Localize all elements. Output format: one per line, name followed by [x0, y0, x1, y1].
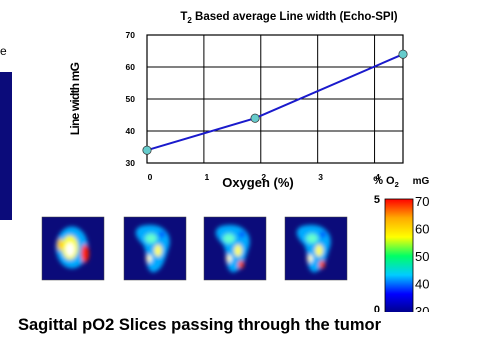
- left-partial-image-panel: [0, 72, 12, 220]
- x-tick-label-1: 1: [205, 172, 210, 182]
- left-fragment-text: e: [0, 44, 7, 58]
- x-tick-label-4: 4: [375, 172, 380, 182]
- slice-heat-map: [296, 224, 331, 273]
- figure-caption: Sagittal pO2 Slices passing through the …: [18, 316, 382, 334]
- x-tick-label-2: 2: [261, 172, 266, 182]
- colorbar-gradient: [384, 198, 414, 312]
- y-tick-label-50: 50: [126, 94, 136, 104]
- data-point-0-2: [398, 49, 408, 59]
- colorbar-tick-30: 30: [415, 304, 429, 312]
- chart-title-subscript: 2: [187, 16, 192, 25]
- series-line-0: [146, 53, 404, 152]
- colorbar-tick-70: 70: [415, 194, 429, 209]
- colorbar-left-min: 0: [374, 304, 380, 312]
- slice-image-2: [123, 216, 187, 281]
- slice-image-4: [284, 216, 348, 281]
- slice-heat-map: [215, 224, 250, 273]
- y-tick-label-70: 70: [126, 30, 136, 40]
- slice-image-3: [203, 216, 267, 281]
- colorbar-left-max: 5: [374, 194, 380, 206]
- colorbar-tick-50: 50: [415, 249, 429, 264]
- colorbar-tick-60: 60: [415, 222, 429, 237]
- slice-heat-map: [135, 224, 170, 273]
- slice-heat-map: [56, 226, 89, 269]
- plot-area: 30 40 50 60 70 0 1 2 3 4 Oxygen (%) Line width mG: [68, 30, 408, 190]
- colorbar-tick-40: 40: [415, 277, 429, 292]
- slice-image-1: [41, 216, 105, 281]
- x-tick-label-3: 3: [318, 172, 323, 182]
- slice-images: [41, 216, 348, 281]
- plot-frame: [146, 34, 404, 164]
- y-axis-label: Line width mG: [68, 62, 82, 135]
- chart-title-prefix: T: [180, 11, 187, 23]
- x-axis-label: Oxygen (%): [222, 175, 294, 190]
- chart: T2 Based average Line width (Echo-SPI) 3…: [41, 11, 430, 312]
- y-tick-label-40: 40: [126, 126, 136, 136]
- colorbar-left-label: % O2: [373, 175, 399, 189]
- y-tick-label-60: 60: [126, 62, 136, 72]
- data-point-0-0: [142, 145, 152, 155]
- chart-title-rest: Based average Line width (Echo-SPI): [192, 11, 398, 23]
- x-tick-label-0: 0: [148, 172, 153, 182]
- y-tick-label-30: 30: [126, 158, 136, 168]
- chart-title: T2 Based average Line width (Echo-SPI): [180, 11, 397, 25]
- colorbar-right-label: mG: [413, 176, 430, 187]
- data-point-0-1: [250, 113, 260, 123]
